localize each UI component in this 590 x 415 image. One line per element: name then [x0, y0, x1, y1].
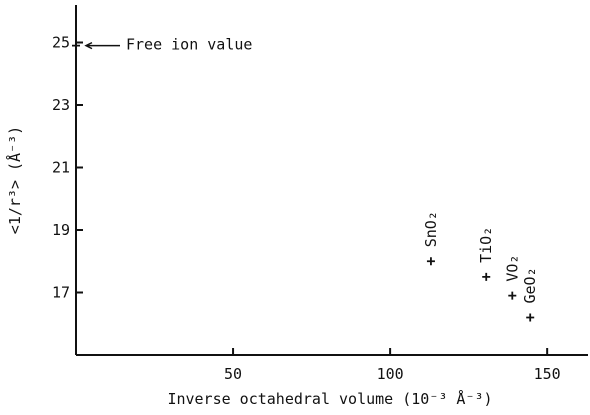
- y-tick-label: 21: [52, 159, 70, 177]
- point: [508, 291, 517, 300]
- point: [426, 257, 435, 266]
- annotation-arrow: [84, 41, 120, 50]
- x-tick-label: 150: [534, 365, 561, 383]
- annotation: Free ion value: [126, 36, 252, 54]
- point: [72, 41, 80, 50]
- x-axis-label: Inverse octahedral volume (10⁻³ Å⁻³): [167, 389, 492, 408]
- y-tick-label: 19: [52, 221, 70, 239]
- y-tick-label: 17: [52, 284, 70, 302]
- point-label: TiO₂: [477, 227, 495, 263]
- y-tick-label: 25: [52, 34, 70, 52]
- point-label: GeO₂: [521, 267, 539, 303]
- point: [482, 272, 491, 281]
- y-tick-label: 23: [52, 96, 70, 114]
- y-axis-label: <1/r³> (Å⁻³): [5, 126, 24, 234]
- point-label: VO₂: [503, 255, 521, 282]
- point: [526, 313, 535, 322]
- x-tick-label: 50: [224, 365, 242, 383]
- point-label: SnO₂: [422, 211, 440, 247]
- x-tick-label: 100: [377, 365, 404, 383]
